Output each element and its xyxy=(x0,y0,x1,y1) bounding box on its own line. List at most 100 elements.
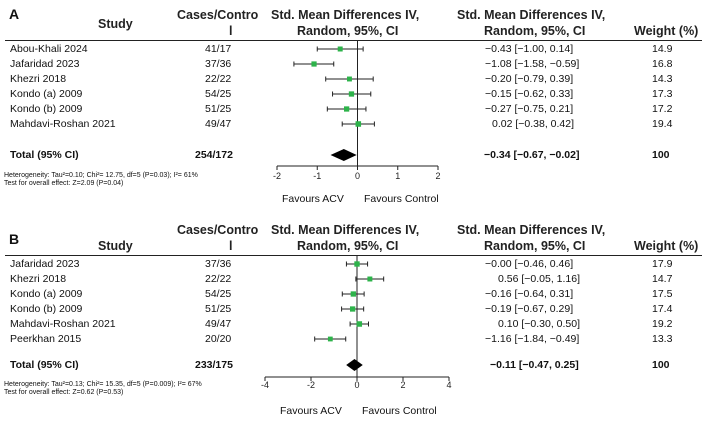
total-weight: 100 xyxy=(652,359,670,371)
study-weight: 19.2 xyxy=(652,318,673,330)
effect-point xyxy=(346,76,352,82)
study-name: Mahdavi-Roshan 2021 xyxy=(10,318,116,330)
total-label: Total (95% CI) xyxy=(10,359,79,371)
favours-left-label: Favours ACV xyxy=(280,405,342,417)
study-name: Khezri 2018 xyxy=(10,273,67,285)
total-label: Total (95% CI) xyxy=(10,149,79,161)
x-axis-tick-label: -2 xyxy=(307,380,315,390)
study-ci-text: 0.10 [−0.30, 0.50] xyxy=(498,318,581,330)
x-axis-tick-label: 2 xyxy=(400,380,405,390)
study-weight: 17.5 xyxy=(652,288,673,300)
effect-point xyxy=(367,276,373,282)
study-weight: 14.7 xyxy=(652,273,673,285)
study-name: Kondo (b) 2009 xyxy=(10,303,83,315)
total-weight: 100 xyxy=(652,149,670,161)
x-axis-tick-label: 4 xyxy=(446,380,451,390)
study-ci-text: 0.56 [−0.05, 1.16] xyxy=(498,273,581,285)
effect-point xyxy=(355,121,362,127)
study-name: Kondo (b) 2009 xyxy=(10,103,83,115)
forest-plot-panel-a: A Study Cases/Contro l Std. Mean Differe… xyxy=(4,6,702,205)
study-name: Jafaridad 2023 xyxy=(10,58,80,70)
favours-left-label: Favours ACV xyxy=(282,193,344,205)
header-cases-line1: Cases/Contro xyxy=(177,223,259,237)
heterogeneity-text: Heterogeneity: Tau²=0.13; Chi²= 15.35, d… xyxy=(4,381,202,388)
forest-plot-svg: -2 -1 0 1 2 xyxy=(273,41,441,181)
study-cases: 37/36 xyxy=(205,58,232,70)
effect-point xyxy=(327,336,333,342)
effect-point xyxy=(344,106,350,112)
total-ci-text: −0.34 [−0.67, −0.02] xyxy=(484,149,580,161)
header-ci-line1: Std. Mean Differences IV, xyxy=(457,8,606,22)
study-ci-text: −0.27 [−0.75, 0.21] xyxy=(485,103,574,115)
study-cases: 37/36 xyxy=(205,258,232,270)
study-ci-text: −0.20 [−0.79, 0.39] xyxy=(485,73,574,85)
study-weight: 17.4 xyxy=(652,303,673,315)
effect-point xyxy=(350,291,356,297)
pooled-effect-diamond xyxy=(346,359,363,371)
x-axis-tick-label: -1 xyxy=(313,171,321,181)
study-weight: 17.3 xyxy=(652,88,673,100)
total-ci-text: −0.11 [−0.47, 0.25] xyxy=(490,359,579,371)
panel-letter: B xyxy=(9,231,20,247)
study-cases: 22/22 xyxy=(205,73,232,85)
header-ci-line2: Random, 95%, CI xyxy=(484,24,586,38)
forest-plot-svg: -4 -2 0 2 4 xyxy=(261,256,452,390)
header-weight: Weight (%) xyxy=(634,24,699,38)
effect-point xyxy=(356,321,363,327)
header-study: Study xyxy=(98,17,133,31)
study-cases: 49/47 xyxy=(205,118,232,130)
study-weight: 17.2 xyxy=(652,103,673,115)
study-weight: 14.9 xyxy=(652,43,673,55)
study-name: Peerkhan 2015 xyxy=(10,333,82,345)
study-weight: 14.3 xyxy=(652,73,673,85)
study-ci-text: −1.16 [−1.84, −0.49] xyxy=(485,333,580,345)
study-ci-text: −0.43 [−1.00, 0.14] xyxy=(485,43,574,55)
pooled-effect-diamond xyxy=(330,149,357,161)
header-cases-line2: l xyxy=(229,24,233,38)
effect-point xyxy=(337,46,343,52)
heterogeneity-text: Heterogeneity: Tau²=0.10; Chi²= 12.75, d… xyxy=(4,172,198,179)
study-name: Kondo (a) 2009 xyxy=(10,88,83,100)
x-axis-tick-label: 0 xyxy=(355,171,360,181)
header-plot-line1: Std. Mean Differences IV, xyxy=(271,8,420,22)
header-plot-line2: Random, 95%, CI xyxy=(297,24,399,38)
header-divider xyxy=(5,40,702,41)
study-ci-text: −0.00 [−0.46, 0.46] xyxy=(485,258,574,270)
study-ci-text: −1.08 [−1.58, −0.59] xyxy=(485,58,580,70)
x-axis-tick-label: -2 xyxy=(273,171,281,181)
x-axis-tick-label: 2 xyxy=(435,171,440,181)
header-plot-line1: Std. Mean Differences IV, xyxy=(271,223,420,237)
header-ci-line2: Random, 95%, CI xyxy=(484,239,586,253)
header-plot-line2: Random, 95%, CI xyxy=(297,239,399,253)
x-axis-tick-label: 1 xyxy=(395,171,400,181)
overall-effect-text: Test for overall effect: Z=2.09 (P=0.04) xyxy=(4,180,124,187)
x-axis-tick-label: -4 xyxy=(261,380,269,390)
study-weight: 16.8 xyxy=(652,58,673,70)
overall-effect-text: Test for overall effect: Z=0.62 (P=0.53) xyxy=(4,389,124,396)
study-weight: 17.9 xyxy=(652,258,673,270)
header-cases-line1: Cases/Contro xyxy=(177,8,259,22)
header-cases-line2: l xyxy=(229,239,233,253)
effect-point xyxy=(348,91,355,97)
header-divider xyxy=(5,255,702,256)
study-weight: 13.3 xyxy=(652,333,673,345)
total-cases: 254/172 xyxy=(195,149,233,161)
header-study: Study xyxy=(98,239,133,253)
study-weight: 19.4 xyxy=(652,118,673,130)
study-name: Kondo (a) 2009 xyxy=(10,288,83,300)
study-cases: 51/25 xyxy=(205,303,232,315)
total-cases: 233/175 xyxy=(195,359,233,371)
study-name: Abou-Khali 2024 xyxy=(10,43,88,55)
study-ci-text: −0.16 [−0.64, 0.31] xyxy=(485,288,574,300)
study-name: Mahdavi-Roshan 2021 xyxy=(10,118,116,130)
header-weight: Weight (%) xyxy=(634,239,699,253)
study-cases: 51/25 xyxy=(205,103,232,115)
study-cases: 20/20 xyxy=(205,333,232,345)
study-ci-text: 0.02 [−0.38, 0.42] xyxy=(492,118,575,130)
effect-point xyxy=(311,61,317,67)
favours-right-label: Favours Control xyxy=(362,405,437,417)
study-name: Khezri 2018 xyxy=(10,73,67,85)
header-ci-line1: Std. Mean Differences IV, xyxy=(457,223,606,237)
study-cases: 49/47 xyxy=(205,318,232,330)
panel-letter: A xyxy=(9,6,20,22)
